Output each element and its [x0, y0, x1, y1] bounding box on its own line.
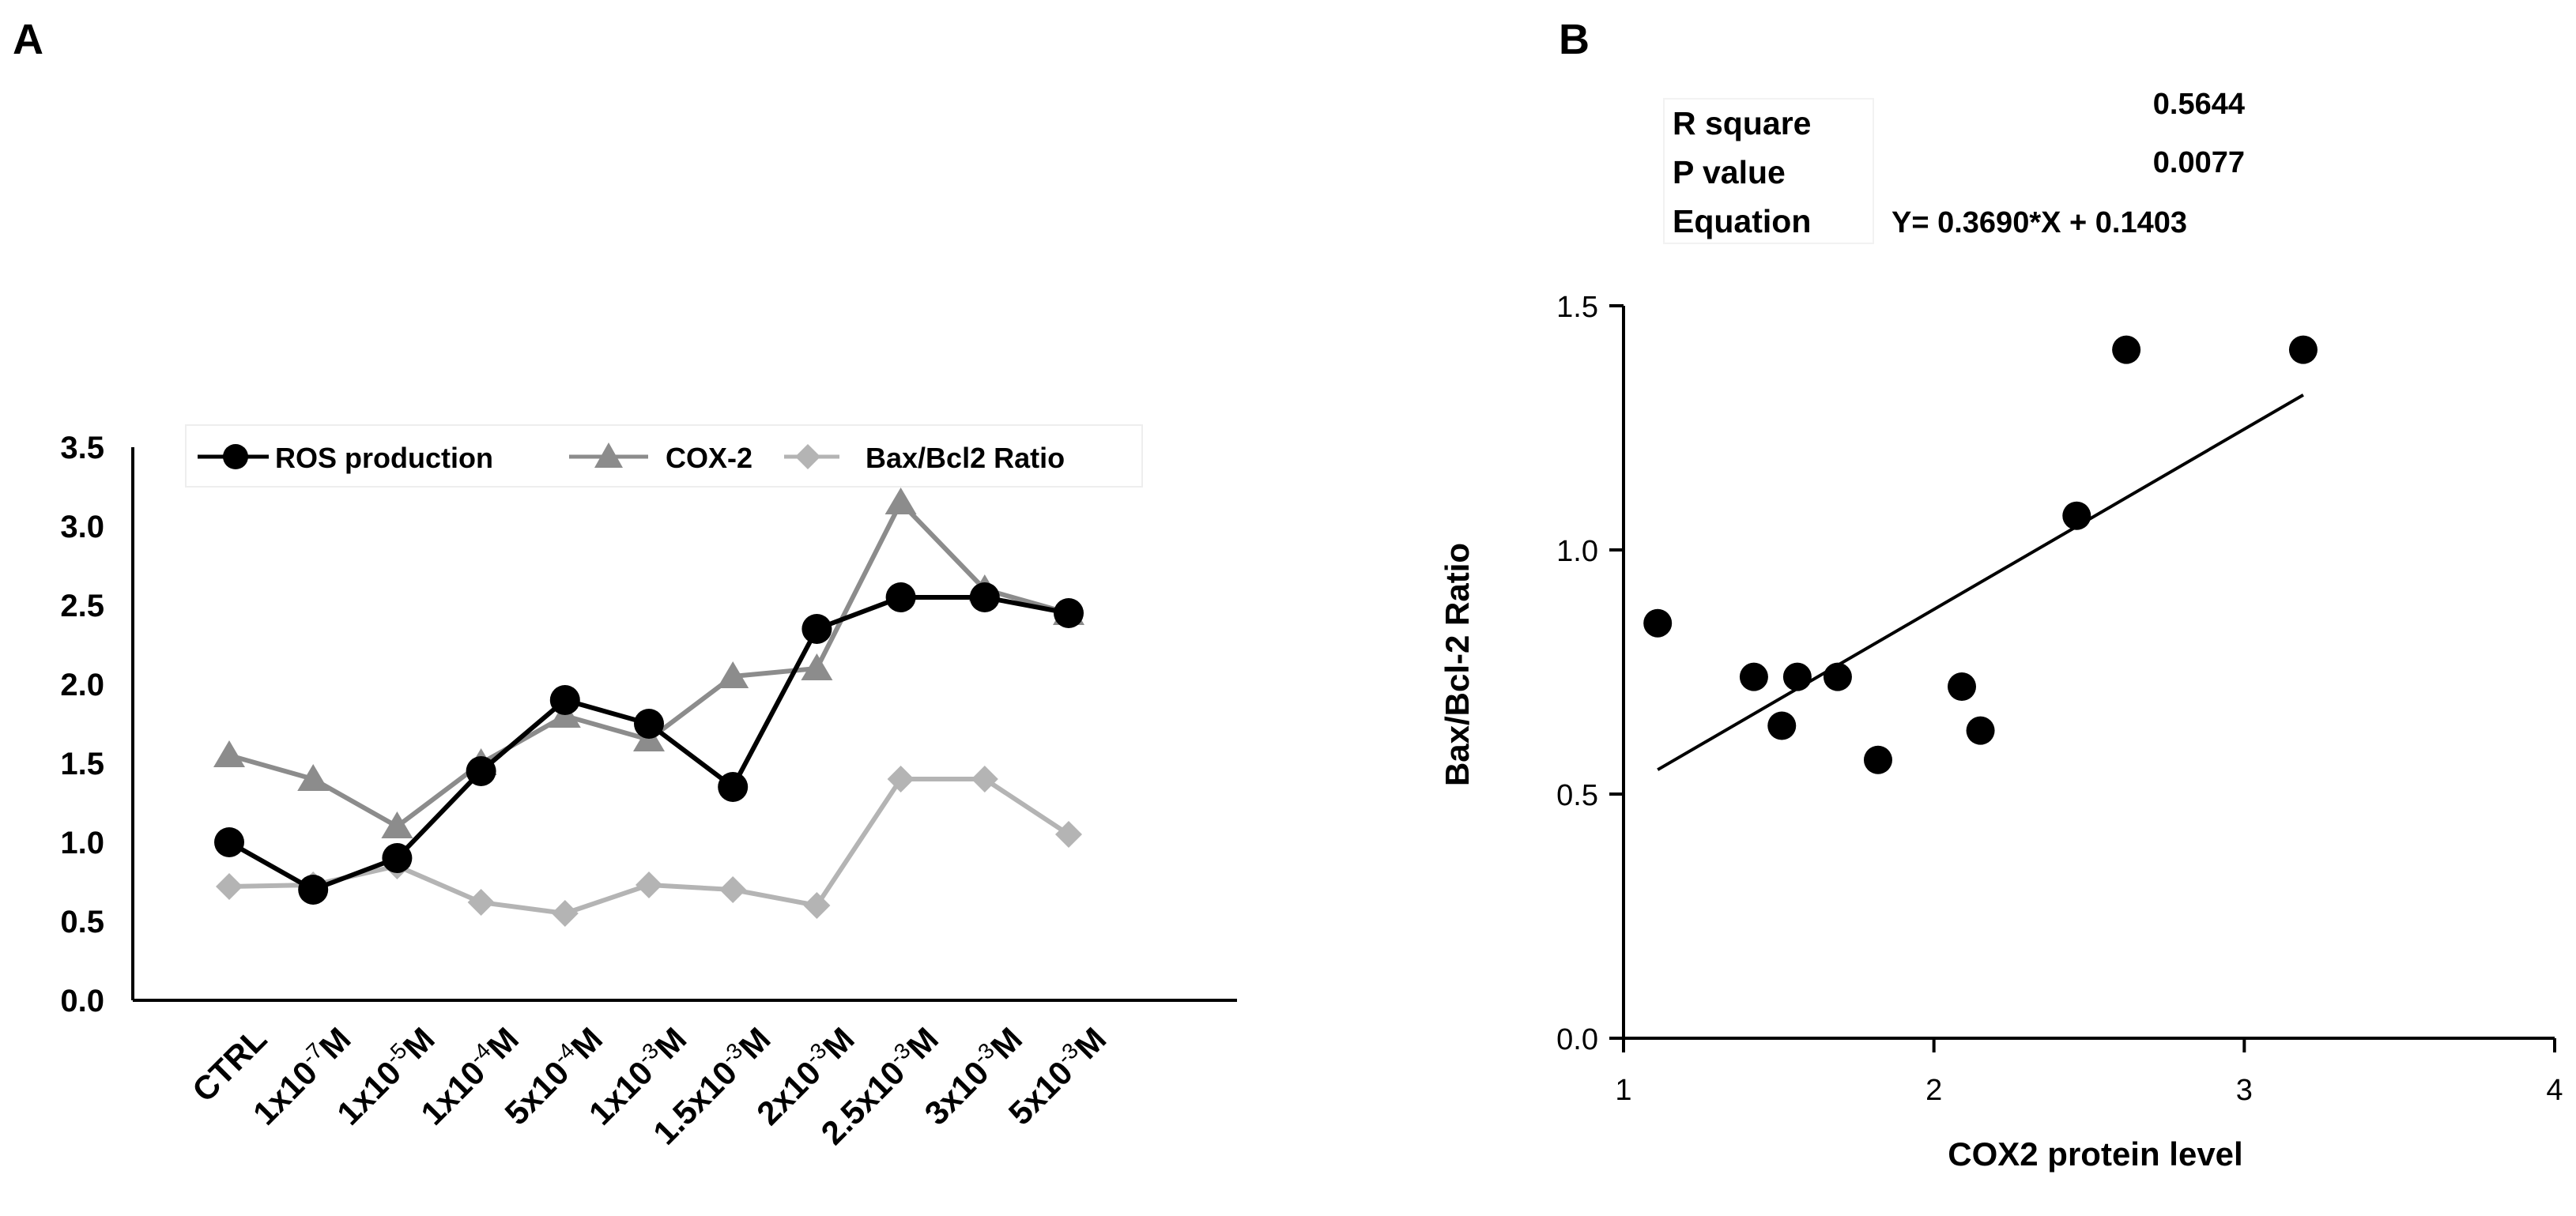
scatter-point: [1767, 711, 1797, 740]
line-chart-a: 0.0 0.5 1.0 1.5 2.0 2.5 3.0 3.5 CTRL1x10-7M1x10…: [60, 424, 1237, 1152]
chart-a-y-tick-label: 1.5: [60, 747, 104, 781]
chart-b-axes: [1622, 306, 2555, 1040]
stat-r-square-value: 0.5644: [2153, 88, 2245, 121]
cox2-point: [717, 661, 749, 688]
ros-point: [298, 875, 329, 905]
stats-table: R square 0.5644 P value 0.0077 Equation …: [1663, 88, 2245, 244]
cox2-point: [884, 488, 917, 514]
chart-b-x-tick-label: 2: [1925, 1074, 1942, 1107]
chart-b-x-tick-label: 1: [1615, 1074, 1631, 1107]
ros-point: [801, 614, 832, 644]
stat-equation-label: Equation: [1673, 203, 1811, 239]
chart-a-axes: [131, 447, 1237, 1002]
legend-cox2-label: COX-2: [666, 442, 752, 474]
scatter-point: [1739, 662, 1768, 691]
ros-point: [634, 709, 664, 739]
legend-ros-label: ROS production: [275, 442, 493, 474]
ros-point: [382, 843, 413, 873]
ros-point: [885, 582, 916, 612]
stat-p-value-value: 0.0077: [2153, 146, 2245, 179]
bax-bcl2-point: [719, 876, 747, 903]
cox2-point: [213, 740, 245, 767]
legend-ros-marker: [223, 444, 248, 469]
ros-point: [549, 685, 580, 715]
chart-b-x-axis-title: COX2 protein level: [1948, 1135, 2242, 1173]
chart-b-y-tick-label: 0.0: [1556, 1023, 1598, 1056]
chart-a-y-tick-label: 0.5: [60, 905, 104, 939]
chart-a-x-ticks: CTRL1x10-7M1x10-5M1x10-4M5x10-4M1x10-3M1…: [185, 1020, 1113, 1151]
legend-bax-marker: [795, 444, 820, 469]
ros-point: [214, 827, 244, 857]
bax-bcl2-point: [803, 892, 831, 919]
regression-line: [1657, 393, 2304, 771]
bax-bcl2-point: [971, 766, 998, 792]
stat-equation-value: Y= 0.3690*X + 0.1403: [1891, 206, 2187, 239]
chart-a-y-tick-label: 2.0: [60, 668, 104, 702]
x-tick-base: 1.5x10: [646, 1053, 744, 1151]
chart-a-y-tick-label: 3.0: [60, 510, 104, 544]
chart-b-y-tick-label: 1.0: [1556, 535, 1598, 568]
scatter-point: [2112, 335, 2141, 364]
chart-a-y-tick-label: 3.5: [60, 431, 104, 465]
chart-a-y-tick-label: 1.0: [60, 826, 104, 860]
legend-cox2-marker: [594, 442, 623, 468]
legend-box: [185, 424, 1143, 488]
chart-b-x-tick-label: 3: [2236, 1074, 2253, 1107]
bax-bcl2-point: [467, 889, 495, 916]
chart-b-y-axis-title: Bax/Bcl-2 Ratio: [1439, 543, 1476, 786]
scatter-chart-b: R square 0.5644 P value 0.0077 Equation …: [1439, 88, 2563, 1173]
chart-a-y-tick-label: 2.5: [60, 589, 104, 623]
panel-a-label: A: [13, 16, 43, 63]
stat-p-value-label: P value: [1673, 154, 1786, 190]
ros-point: [718, 772, 749, 802]
chart-b-y-tick-label: 0.5: [1556, 779, 1598, 812]
chart-b-y-ticks: 0.0 0.5 1.0 1.5: [1556, 291, 1624, 1056]
x-tick-base: 2.5x10: [814, 1053, 912, 1151]
scatter-point: [1823, 662, 1852, 691]
ros-point: [466, 756, 496, 786]
ros-point: [969, 582, 1000, 612]
chart-a-legend: ROS production COX-2 Bax/Bcl2 Ratio: [185, 424, 1143, 488]
chart-a-series: [213, 488, 1084, 927]
chart-b-regression: [1657, 393, 2304, 771]
bax-bcl2-point: [551, 900, 579, 927]
cox2-point: [801, 653, 833, 680]
scatter-point: [1948, 672, 1977, 702]
scatter-point: [2288, 335, 2318, 364]
chart-a-y-ticks: 0.0 0.5 1.0 1.5 2.0 2.5 3.0 3.5: [60, 431, 104, 1018]
legend-bax-label: Bax/Bcl2 Ratio: [866, 442, 1065, 474]
bax-bcl2-point: [636, 872, 662, 898]
chart-b-points: [1643, 335, 2318, 774]
scatter-point: [2062, 501, 2091, 530]
scatter-point: [1966, 716, 1995, 745]
chart-b-x-ticks: 1 2 3 4: [1615, 1038, 2563, 1107]
chart-b-y-tick-label: 1.5: [1556, 291, 1598, 324]
cox2-point: [297, 764, 330, 791]
ros-point: [1054, 598, 1084, 628]
panel-b-label: B: [1559, 16, 1590, 63]
bax-bcl2-point: [887, 766, 915, 792]
scatter-point: [1863, 745, 1892, 774]
bax-bcl2-point: [216, 873, 243, 900]
scatter-point: [1782, 662, 1812, 691]
chart-b-x-tick-label: 4: [2546, 1074, 2563, 1107]
chart-a-y-tick-label: 0.0: [60, 984, 104, 1018]
stats-label-box: [1663, 98, 1874, 244]
bax-bcl2-point: [1055, 821, 1082, 848]
cox2-point: [381, 811, 413, 838]
stat-r-square-label: R square: [1673, 105, 1811, 141]
scatter-point: [1643, 608, 1673, 638]
